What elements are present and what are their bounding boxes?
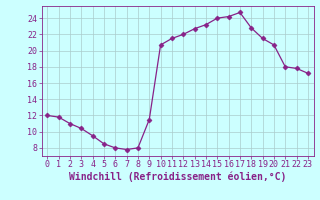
X-axis label: Windchill (Refroidissement éolien,°C): Windchill (Refroidissement éolien,°C) — [69, 172, 286, 182]
